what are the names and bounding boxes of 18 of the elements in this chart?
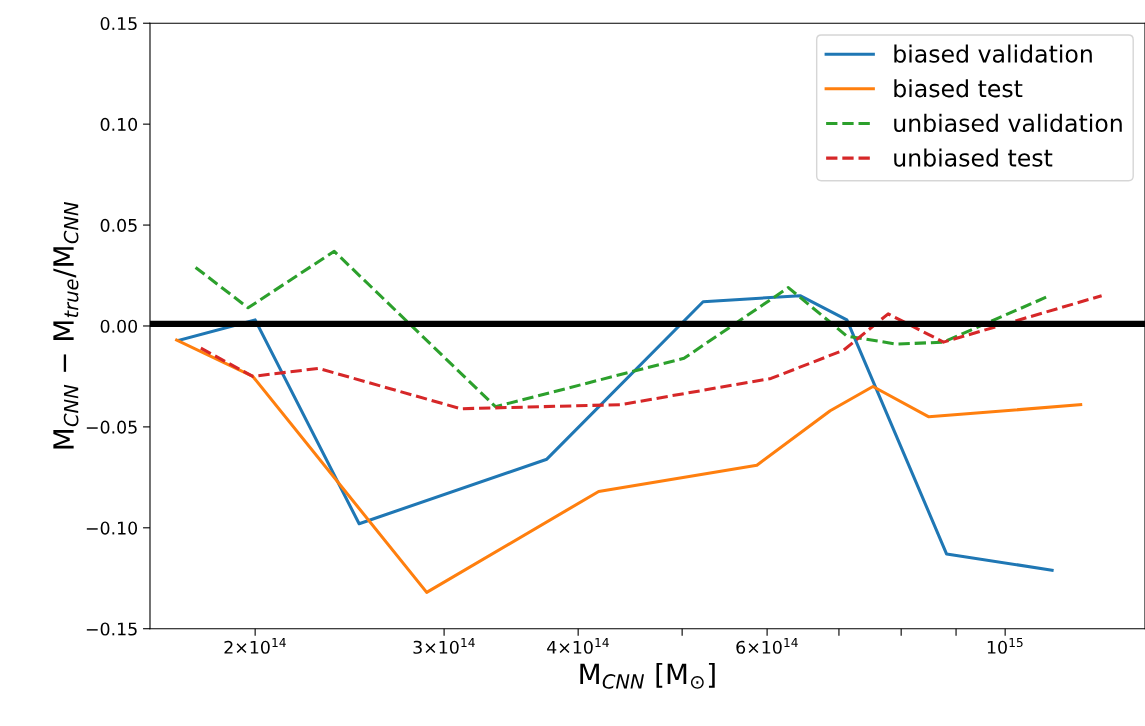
legend-label: biased validation — [894, 44, 1092, 63]
y-tick-label: −0.05 — [86, 420, 137, 434]
y-tick-label: 0.15 — [100, 16, 137, 31]
x-axis-title: M$_{CNN}$ [M$_{⊙}$] — [580, 662, 715, 689]
x-tick-label: 6×10$^{14}$ — [736, 638, 798, 654]
x-tick-label: 3×10$^{14}$ — [413, 638, 475, 654]
x-tick-label: 4×10$^{14}$ — [547, 638, 609, 654]
legend-label: biased test — [894, 79, 1023, 98]
x-tick-label: 10$^{15}$ — [987, 638, 1023, 654]
y-tick-label: 0.05 — [100, 218, 137, 232]
y-tick-label: 0.00 — [100, 319, 138, 333]
legend-label: unbiased validation — [894, 113, 1122, 133]
y-tick-label: −0.10 — [86, 521, 138, 535]
x-tick-label: 2×10$^{14}$ — [224, 638, 286, 654]
y-axis-title: M$_{CNN}$ − M$_{true}$/M$_{CNN}$ — [53, 202, 79, 449]
y-tick-label: 0.10 — [100, 117, 138, 131]
legend-label: unbiased test — [894, 148, 1053, 167]
y-tick-label: −0.15 — [86, 622, 137, 636]
